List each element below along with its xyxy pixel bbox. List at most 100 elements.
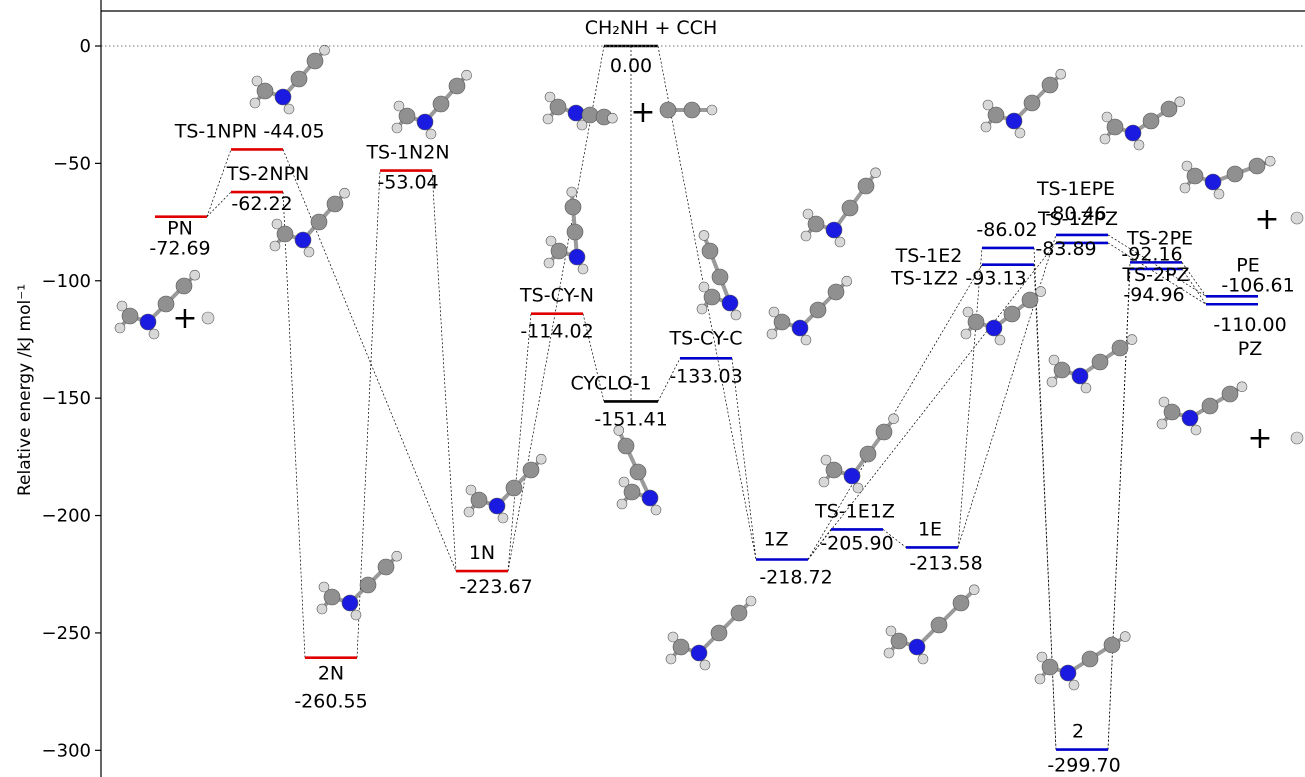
molecule-PE-2	[1179, 155, 1276, 200]
level-name-TS1E2: TS-1E2	[895, 245, 963, 267]
level-value-TS1Z2: -93.13	[965, 268, 1026, 290]
y-tick-label: −100	[42, 271, 91, 292]
molecule-TS1EPE	[980, 68, 1067, 139]
molecule-TS1E1Z	[818, 413, 899, 494]
level-value-P2: -299.70	[1047, 755, 1120, 777]
level-name-TS1NPN: TS-1NPN	[174, 120, 258, 142]
connector-N2-TS1N2N	[356, 170, 381, 658]
level-name-CYCLO1: CYCLO-1	[570, 372, 651, 394]
connector-TSCYC-Z1	[731, 358, 757, 560]
molecule-1Z	[665, 595, 757, 671]
connector-TS2PZ-PZ	[1181, 268, 1207, 305]
hydrogen-atom-PE	[1290, 211, 1304, 225]
molecule-TS1ZPZ	[960, 286, 1047, 346]
level-name-Z1: 1Z	[763, 528, 788, 550]
connector-PN-TS2NPN	[206, 191, 232, 217]
level-name-TS2PE: TS-2PE	[1126, 227, 1193, 249]
level-name-TSCYC: TS-CY-C	[669, 327, 743, 349]
level-name-PZ: PZ	[1238, 338, 1262, 360]
level-name-TS1ZPZ: TS-1ZPZ	[1037, 208, 1118, 230]
level-name-P2: 2	[1072, 721, 1084, 743]
level-name-N2: 2N	[318, 663, 344, 685]
level-value-TS1NPN: -44.05	[263, 120, 324, 142]
molecule-illustrations: + + + +	[114, 44, 1304, 691]
level-value-TS2NPN: -62.22	[231, 193, 292, 215]
hydrogen-atom-PZ	[1290, 431, 1304, 445]
level-value-TS2PE: -92.16	[1121, 243, 1182, 265]
connector-N1-R	[507, 45, 605, 572]
y-tick-label: −300	[42, 740, 91, 761]
level-value-E1: -213.58	[909, 552, 982, 574]
connector-TS1E1Z-E1	[882, 529, 907, 548]
molecule-CCH	[659, 101, 718, 119]
molecule-PE-1	[1099, 96, 1186, 151]
connector-TS1ZPZ-PZ	[1107, 242, 1207, 305]
y-tick-label: −200	[42, 506, 91, 527]
molecule-1N	[463, 453, 547, 524]
level-name-N1: 1N	[469, 542, 495, 564]
molecule-TS1NPN	[249, 44, 330, 115]
molecule-TS1E2	[800, 167, 881, 248]
connector-TS1N2N-N1	[431, 170, 457, 572]
level-value-TSCYN: -114.02	[520, 321, 593, 343]
connector-N1-TSCYN	[507, 313, 532, 572]
molecule-1E	[883, 584, 980, 665]
molecule-TSCYC	[696, 230, 742, 321]
level-value-R: 0.00	[610, 55, 652, 77]
molecule-CH2NH	[542, 91, 618, 131]
y-tick-label: −150	[42, 388, 91, 409]
molecule-CYCLO1	[613, 425, 662, 516]
level-name-TS1E1Z: TS-1E1Z	[814, 500, 895, 522]
connector-TS1EPE-PE	[1107, 234, 1207, 297]
molecule-TS1Z2	[766, 275, 853, 346]
level-value-TS1N2N: -53.04	[377, 172, 438, 194]
y-tick-label: −250	[42, 623, 91, 644]
connector-TS2PE-PE	[1181, 262, 1207, 297]
molecule-TS1N2N	[391, 69, 472, 140]
plus-sign: +	[1254, 202, 1279, 237]
level-value-PN: -72.69	[149, 238, 210, 260]
level-value-TSCYC: -133.03	[669, 365, 742, 387]
molecule-TSCYN	[543, 186, 589, 275]
connector-Z1-TS1Z2	[807, 264, 983, 560]
energy-levels	[155, 44, 1258, 751]
level-value-N2: -260.55	[294, 691, 367, 713]
level-value-PZ: -110.00	[1213, 314, 1286, 336]
connector-TS2NPN-N2	[282, 192, 306, 658]
level-name-TS1N2N: TS-1N2N	[365, 142, 449, 164]
molecule-2	[1034, 631, 1131, 691]
y-axis-label: Relative energy /kJ mol⁻¹	[15, 284, 35, 496]
level-name-E1: 1E	[918, 518, 942, 540]
level-value-CYCLO1: -151.41	[594, 408, 667, 430]
connector-CYCLO1-TSCYC	[657, 358, 681, 402]
level-value-TS1EPE: -80.46	[1045, 203, 1106, 225]
level-value-N1: -223.67	[459, 576, 532, 598]
plus-sign: +	[1247, 421, 1272, 456]
connector-E1-TS1E2	[957, 247, 983, 548]
level-value-TS1ZPZ: -83.89	[1035, 238, 1096, 260]
connector-TSCYN-CYCLO1	[582, 313, 605, 402]
connector-Z1-TS1ZPZ	[807, 242, 1057, 560]
level-value-PE: -106.61	[1221, 274, 1294, 296]
y-tick-label: 0	[80, 36, 91, 57]
molecule-PZ-2	[1156, 381, 1248, 436]
y-axis: 0 −50 −100 −150 −200 −250 −300	[42, 0, 1305, 777]
level-name-PN: PN	[167, 218, 193, 240]
molecule-PN	[114, 269, 201, 340]
level-name-TSCYN: TS-CY-N	[519, 285, 594, 307]
level-value-Z1: -218.72	[759, 566, 832, 588]
molecule-PZ	[1046, 334, 1138, 394]
molecule-TS2NPN	[269, 187, 350, 258]
hydrogen-atom-PN	[201, 311, 215, 325]
level-name-R: CH₂NH + CCH	[585, 17, 718, 39]
level-name-TS2PZ: TS-2PZ	[1121, 264, 1189, 286]
level-value-TS1E2: -86.02	[976, 219, 1037, 241]
level-value-TS1E1Z: -205.90	[820, 532, 893, 554]
level-name-TS1EPE: TS-1EPE	[1036, 178, 1115, 200]
level-name-TS1Z2: TS-1Z2	[890, 268, 959, 290]
molecule-2N	[316, 550, 403, 621]
plus-sign: +	[172, 301, 197, 336]
level-name-PE: PE	[1236, 254, 1259, 276]
level-labels: PN-72.69 TS-1NPN -44.05 TS-2NPN -62.22 2N -260…	[149, 17, 1294, 777]
